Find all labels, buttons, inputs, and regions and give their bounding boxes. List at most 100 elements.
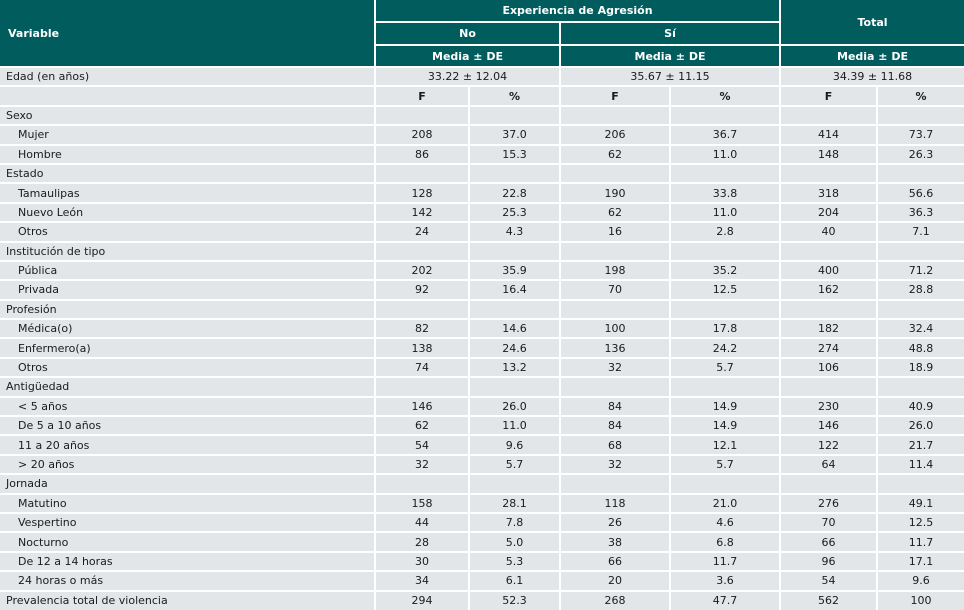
value-cell: 162 [779,279,878,301]
value-cell [559,298,671,321]
table-row: De 12 a 14 horas 30 5.3 66 11.7 96 17.1 [0,550,964,573]
table-row: Privada 92 16.4 70 12.5 162 28.8 [0,279,964,301]
value-cell: 100 [876,589,964,610]
value-cell: 11.7 [876,531,964,553]
table-row: Médica(o) 82 14.6 100 17.8 182 32.4 [0,318,964,340]
row-label: Matutino [0,492,376,515]
value-cell [374,162,470,185]
value-cell: 33.8 [669,182,781,204]
value-cell: 62 [559,201,671,224]
value-cell: 71.2 [876,259,964,282]
value-cell [876,104,964,127]
value-cell: 40.9 [876,395,964,418]
value-cell: 11.0 [468,415,561,437]
value-cell [468,104,561,127]
row-label: Profesión [0,298,376,321]
value-cell: 74 [374,356,470,379]
value-cell: 26 [559,511,671,534]
f-header-no: F [374,85,470,107]
value-cell: 56.6 [876,182,964,204]
value-cell: 294 [374,589,470,610]
value-cell: 73.7 [876,124,964,146]
value-cell [876,298,964,321]
value-cell: 64 [779,453,878,476]
value-cell: 5.7 [669,453,781,476]
value-cell: 86 [374,143,470,165]
row-label: < 5 años [0,395,376,418]
header-row-2: No Sí [0,21,964,46]
value-cell: 30 [374,550,470,573]
value-cell: 54 [779,570,878,592]
value-cell: 14.6 [468,318,561,340]
row-label: Nocturno [0,531,376,553]
value-cell [468,162,561,185]
value-cell: 62 [374,415,470,437]
value-cell [468,240,561,262]
value-cell: 6.8 [669,531,781,553]
category-row: Sexo [0,104,964,127]
value-cell: 562 [779,589,878,610]
value-cell: 48.8 [876,337,964,359]
value-cell: 11.7 [669,550,781,573]
value-cell: 32 [559,453,671,476]
row-label: Tamaulipas [0,182,376,204]
value-cell: 2.8 [669,221,781,243]
value-cell: 36.7 [669,124,781,146]
value-cell: 24.6 [468,337,561,359]
value-cell: 49.1 [876,492,964,515]
value-cell: 4.6 [669,511,781,534]
value-cell: 3.6 [669,570,781,592]
value-cell: 274 [779,337,878,359]
si-group-header: Sí [559,21,780,46]
value-cell: 26.3 [876,143,964,165]
value-cell: 70 [779,511,878,534]
value-cell: 182 [779,318,878,340]
value-cell: 28.1 [468,492,561,515]
table-row: Matutino 158 28.1 118 21.0 276 49.1 [0,492,964,515]
value-cell: 100 [559,318,671,340]
row-label: Nuevo León [0,201,376,224]
value-cell: 96 [779,550,878,573]
value-cell: 16.4 [468,279,561,301]
value-cell [876,162,964,185]
table-row: Prevalencia total de violencia 294 52.3 268… [0,589,964,610]
value-cell: 11.0 [669,143,781,165]
value-cell: 190 [559,182,671,204]
value-cell: 37.0 [468,124,561,146]
value-cell: 148 [779,143,878,165]
row-label: Antigüedad [0,376,376,398]
table-row: Otros 74 13.2 32 5.7 106 18.9 [0,356,964,379]
header-row-1: Variable Experiencia de Agresión Total [0,0,964,68]
value-cell: 14.9 [669,395,781,418]
value-cell: 70 [559,279,671,301]
table-row: < 5 años 146 26.0 84 14.9 230 40.9 [0,395,964,418]
row-label: Jornada [0,473,376,495]
value-cell: 25.3 [468,201,561,224]
value-cell [468,298,561,321]
value-cell [374,104,470,127]
row-label: Mujer [0,124,376,146]
value-cell: 208 [374,124,470,146]
row-label: Privada [0,279,376,301]
row-label: Pública [0,259,376,282]
value-cell [669,376,781,398]
value-cell: 142 [374,201,470,224]
value-cell: 66 [559,550,671,573]
category-row: Jornada [0,473,964,495]
row-label: 24 horas o más [0,570,376,592]
table-body: Edad (en años) 33.22 ± 12.04 35.67 ± 11.… [0,65,964,610]
value-cell: 7.8 [468,511,561,534]
value-cell: 12.5 [876,511,964,534]
row-label: 11 a 20 años [0,434,376,456]
table-header: Variable Experiencia de Agresión Total N… [0,0,964,68]
value-cell: 6.1 [468,570,561,592]
value-cell [779,240,878,262]
variable-header: Variable [0,0,376,68]
category-row: Antigüedad [0,376,964,398]
value-cell: 138 [374,337,470,359]
media-de-header-no: Media ± DE [375,44,561,68]
value-cell: 7.1 [876,221,964,243]
value-cell: 84 [559,395,671,418]
value-cell: 146 [779,415,878,437]
row-label: Médica(o) [0,318,376,340]
